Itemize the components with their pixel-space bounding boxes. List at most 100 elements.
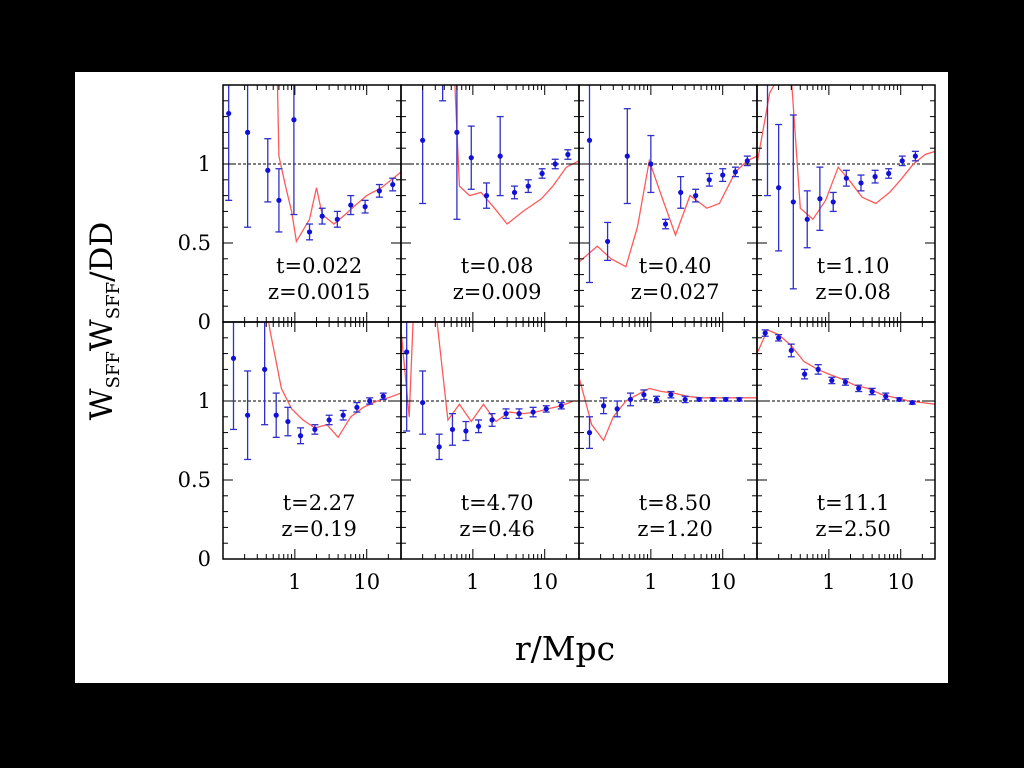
point-marker [297, 433, 304, 439]
data-point [361, 199, 369, 214]
point-marker [245, 129, 251, 135]
slide-canvas: t=0.022 z=0.0015 0.5 1 0 t=0.08 z=0.009 t=0.40 z… [75, 72, 948, 730]
y-tick-label: 0 [198, 547, 211, 571]
data-point [623, 108, 631, 205]
point-marker [653, 396, 660, 403]
model-curve [579, 155, 757, 268]
x-tick-label: 1 [644, 570, 657, 594]
point-marker [586, 137, 593, 143]
data-point [692, 188, 700, 203]
point-marker [362, 204, 368, 210]
data-point [557, 401, 565, 410]
data-point [586, 416, 594, 450]
panel-2: t=0.08z=0.009 [400, 84, 580, 323]
data-point [885, 168, 893, 179]
panel-t-label: t=1.10 [817, 254, 890, 278]
point-marker [326, 417, 332, 423]
point-marker [436, 444, 442, 450]
data-point [375, 183, 383, 198]
point-marker [723, 396, 729, 403]
point-marker [706, 177, 712, 183]
panel-t-label: t=4.70 [461, 491, 534, 515]
point-marker [736, 396, 742, 403]
data-point [264, 138, 272, 203]
data-point [868, 387, 876, 396]
x-tick-label: 10 [709, 570, 736, 594]
y-tick-label: 0 [198, 310, 211, 334]
point-marker [856, 385, 862, 391]
point-marker [842, 379, 849, 385]
data-point [722, 396, 730, 403]
data-point [225, 85, 233, 201]
point-marker [285, 418, 291, 425]
x-tick-label: 10 [531, 570, 558, 594]
data-point [419, 370, 427, 435]
panel-z-label: z=0.46 [459, 517, 534, 541]
panel-8: t=11.1z=2.50 1 10 [756, 321, 936, 594]
point-marker [516, 411, 522, 417]
point-marker [468, 155, 474, 161]
data-point [841, 378, 849, 386]
data-point [453, 85, 461, 220]
point-marker [682, 396, 688, 403]
point-marker [601, 403, 607, 409]
data-point [775, 123, 783, 252]
data-point [538, 168, 546, 179]
data-point [529, 406, 537, 418]
x-tick-label: 10 [887, 570, 914, 594]
point-marker [790, 199, 796, 205]
data-point [347, 194, 355, 216]
panel-chart: t=0.022z=0.00150.510t=0.08z=0.009t=0.40z… [84, 84, 936, 668]
panel-ticks [222, 84, 402, 323]
data-point [230, 322, 238, 431]
point-marker [627, 396, 634, 403]
point-marker [262, 366, 268, 372]
model-curve [757, 85, 935, 221]
data-point [366, 397, 374, 405]
panel-plot-area [757, 329, 935, 406]
data-point [828, 376, 836, 385]
point-marker [843, 175, 849, 181]
model-curve [401, 322, 579, 423]
point-marker [273, 412, 279, 418]
panel-t-label: t=2.27 [283, 491, 356, 515]
data-point [735, 396, 743, 403]
data-point [600, 397, 608, 415]
panel-4: t=1.10z=0.08 [756, 84, 936, 323]
data-point [681, 395, 689, 404]
data-point [871, 169, 879, 184]
panel-z-label: z=0.027 [631, 280, 720, 304]
point-marker [390, 181, 396, 188]
point-marker [815, 366, 821, 372]
data-point [761, 329, 769, 337]
point-marker [530, 409, 536, 415]
point-marker [380, 393, 386, 399]
data-point [898, 155, 906, 167]
data-point [908, 399, 916, 406]
model-curve [757, 329, 935, 405]
data-point [895, 396, 903, 403]
data-point [419, 85, 427, 205]
y-tick-label: 0.5 [178, 468, 211, 492]
point-marker [604, 238, 611, 245]
point-marker [662, 221, 669, 227]
data-point [551, 158, 559, 170]
point-marker [475, 423, 482, 429]
point-marker [817, 196, 823, 202]
data-point [731, 166, 739, 178]
panels-layer: t=0.022z=0.00150.510t=0.08z=0.009t=0.40z… [178, 84, 936, 594]
y-axis-label: WSFFWSFF/DD [84, 222, 124, 421]
panel-plot-area [223, 85, 401, 244]
panel-z-label: z=1.20 [637, 517, 712, 541]
panel-t-label: t=11.1 [817, 491, 890, 515]
x-tick-label: 10 [353, 570, 380, 594]
data-point [290, 85, 298, 216]
point-marker [896, 396, 902, 403]
point-marker [245, 412, 251, 418]
data-point [515, 408, 523, 420]
panel-ticks [756, 84, 936, 323]
point-marker [696, 396, 702, 403]
citation-credit: Sheth, Jimenez, Panter, Heavens 2006 [170, 709, 500, 730]
point-marker [586, 430, 593, 436]
point-marker [340, 412, 346, 418]
